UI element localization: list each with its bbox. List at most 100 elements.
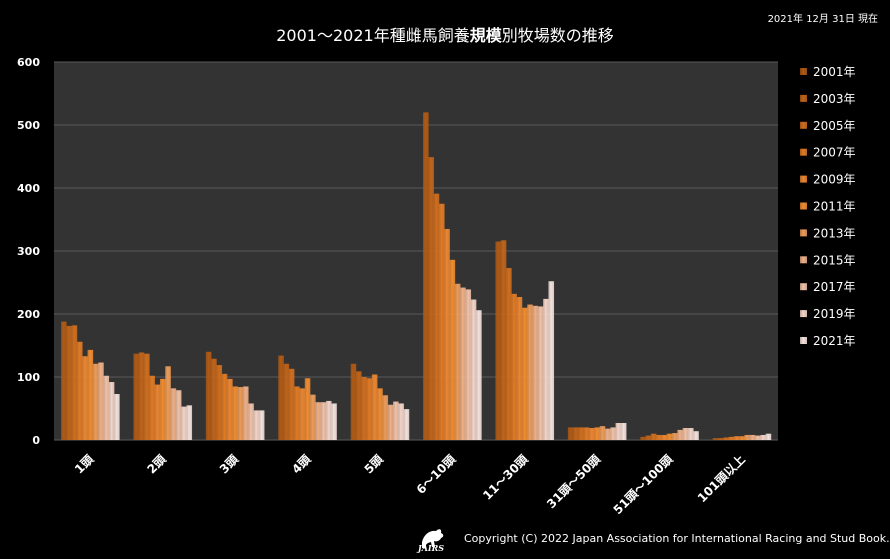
y-tick-label: 200 (17, 308, 40, 321)
legend-label: 2011年 (813, 200, 856, 214)
bar-5-10 (398, 403, 404, 440)
legend-label: 2013年 (813, 226, 856, 240)
bar-8-2 (573, 427, 579, 440)
bar-9-5 (661, 434, 668, 440)
bar-1-5 (82, 356, 88, 440)
bar-6-3 (433, 193, 440, 440)
bar-6-6 (449, 259, 456, 440)
bar-8-6 (594, 427, 600, 440)
bar-3-6 (232, 386, 238, 440)
chart-title-part: 別牧場数の推移 (501, 26, 614, 45)
bar-10-10 (760, 434, 766, 440)
bar-10-11 (765, 433, 772, 440)
x-tick-label: 11～30頭 (480, 452, 531, 503)
bar-5-3 (361, 377, 367, 440)
legend-label: 2019年 (813, 307, 856, 321)
x-tick-label: 5頭 (362, 452, 387, 477)
legend-label: 2007年 (813, 146, 856, 160)
bar-9-11 (693, 431, 699, 440)
bar-8-3 (578, 427, 585, 440)
bar-4-7 (310, 394, 316, 440)
bar-1-10 (108, 382, 115, 440)
bar-5-4 (366, 378, 373, 440)
bar-2-1 (133, 353, 140, 440)
legend-swatch (800, 121, 807, 129)
chart-title-part: 2001～2021年種雌馬飼養 (276, 26, 470, 45)
legend-swatch (800, 175, 807, 183)
bar-10-9 (755, 435, 761, 440)
bar-1-8 (98, 362, 104, 440)
y-tick-label: 500 (17, 119, 40, 132)
legend-label: 2017年 (813, 280, 856, 294)
bar-9-6 (666, 433, 673, 440)
bar-6-4 (438, 203, 445, 440)
legend-swatch (800, 148, 807, 156)
bar-7-4 (511, 293, 517, 440)
legend-label: 2009年 (813, 173, 856, 187)
bar-2-3 (144, 353, 150, 440)
bar-1-3 (71, 325, 78, 440)
bar-3-5 (227, 378, 233, 440)
y-tick-label: 300 (17, 245, 40, 258)
legend-swatch (800, 283, 807, 291)
x-tick-label: 1頭 (72, 452, 97, 477)
bar-4-5 (299, 388, 306, 440)
bar-7-11 (548, 281, 555, 440)
bar-7-5 (516, 296, 523, 440)
bar-7-2 (500, 240, 507, 440)
y-tick-label: 0 (32, 434, 40, 447)
legend-swatch (800, 229, 807, 237)
bar-5-2 (355, 371, 362, 440)
bar-9-2 (645, 435, 652, 440)
as-of-date: 2021年 12月 31日 現在 (767, 14, 878, 25)
bar-5-6 (377, 388, 383, 440)
bar-9-7 (672, 433, 678, 440)
bar-3-3 (216, 365, 223, 440)
logo-text: JAIRS (417, 543, 445, 553)
bar-9-9 (682, 428, 689, 440)
bar-6-7 (454, 283, 461, 440)
legend-swatch (800, 202, 807, 210)
y-tick-label: 100 (17, 371, 40, 384)
bar-6-1 (423, 112, 429, 441)
bar-10-7 (744, 434, 751, 440)
bar-3-7 (237, 387, 244, 440)
bar-9-3 (650, 433, 657, 440)
bar-5-8 (387, 404, 394, 440)
bar-8-1 (567, 427, 574, 440)
legend-label: 2003年 (813, 92, 856, 106)
bar-6-11 (476, 310, 482, 440)
bar-8-8 (604, 428, 611, 440)
bar-6-2 (428, 157, 434, 440)
bar-3-10 (253, 410, 260, 440)
bar-2-9 (175, 390, 182, 440)
bar-6-10 (470, 299, 477, 440)
bar-2-11 (186, 405, 193, 440)
bar-2-10 (181, 406, 187, 440)
bar-6-9 (465, 289, 472, 440)
bar-8-7 (599, 426, 606, 440)
bar-5-5 (371, 374, 378, 440)
legend-swatch (800, 256, 807, 264)
bar-1-2 (66, 325, 72, 440)
chart-title-bold: 規模 (469, 26, 502, 45)
legend-swatch (800, 94, 807, 102)
bar-8-4 (583, 427, 590, 440)
bar-1-9 (103, 375, 110, 440)
bar-7-3 (506, 268, 512, 440)
bar-10-5 (733, 436, 740, 440)
bar-4-3 (288, 368, 295, 440)
bar-1-4 (76, 341, 83, 440)
bar-6-8 (460, 287, 466, 440)
bar-7-1 (495, 241, 502, 440)
bar-5-9 (393, 401, 399, 440)
bar-2-7 (165, 366, 171, 440)
bar-2-4 (149, 375, 155, 440)
bar-4-10 (325, 400, 332, 440)
y-tick-label: 400 (17, 182, 40, 195)
legend-label: 2001年 (813, 65, 856, 79)
bar-7-9 (537, 306, 544, 440)
bar-4-9 (320, 402, 327, 440)
